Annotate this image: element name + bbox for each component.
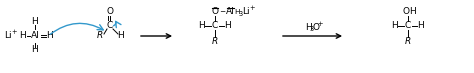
Text: R: R xyxy=(405,36,411,45)
Text: O: O xyxy=(313,22,320,32)
Text: +: + xyxy=(249,5,255,11)
Text: +: + xyxy=(318,21,323,27)
Text: H: H xyxy=(118,32,124,41)
Text: H: H xyxy=(32,18,38,26)
Text: O: O xyxy=(107,8,113,16)
Text: O: O xyxy=(402,8,410,16)
Text: 3: 3 xyxy=(238,11,243,17)
Text: R: R xyxy=(97,32,103,41)
Text: Al: Al xyxy=(226,8,234,16)
Text: 3: 3 xyxy=(310,26,314,32)
Text: H: H xyxy=(19,32,27,41)
Text: H: H xyxy=(392,22,398,31)
Text: O: O xyxy=(211,8,219,16)
Text: Al: Al xyxy=(31,32,39,41)
Text: H: H xyxy=(410,8,416,16)
Text: C: C xyxy=(107,21,113,29)
Text: H: H xyxy=(305,22,312,32)
Text: +: + xyxy=(11,29,17,35)
Text: H: H xyxy=(199,22,205,31)
Text: Li: Li xyxy=(242,8,250,16)
Text: H: H xyxy=(225,22,231,31)
Text: R: R xyxy=(212,36,218,45)
Text: H: H xyxy=(32,45,38,55)
Text: C: C xyxy=(212,22,218,31)
Text: H: H xyxy=(46,32,54,41)
Text: H: H xyxy=(234,9,240,15)
Text: H: H xyxy=(418,22,424,31)
Text: C: C xyxy=(405,22,411,31)
Text: ─: ─ xyxy=(220,9,224,15)
Text: Li: Li xyxy=(4,32,12,41)
